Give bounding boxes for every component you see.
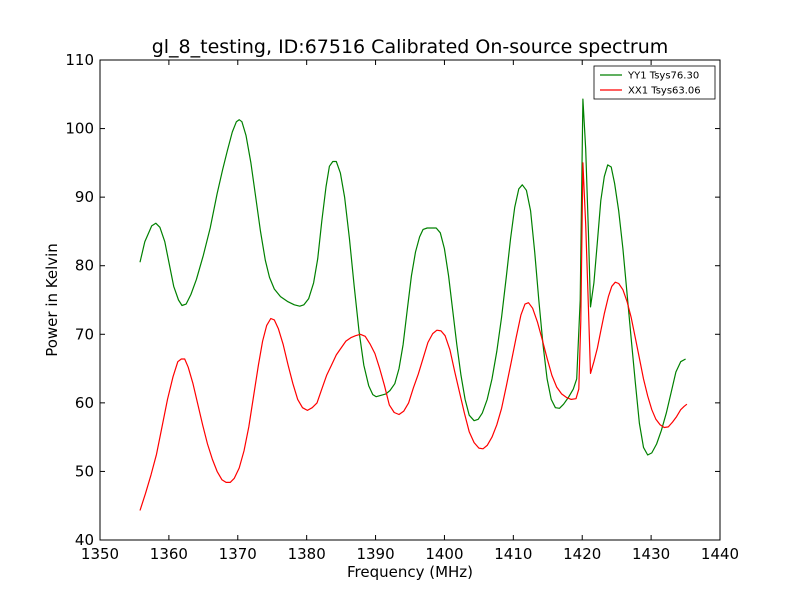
legend-label-xx1: XX1 Tsys63.06 — [628, 86, 701, 97]
x-tick-label: 1440 — [701, 545, 739, 563]
y-axis-ticks: 40 50 60 70 80 90 100 110 — [65, 51, 720, 549]
y-tick-label: 110 — [65, 51, 94, 69]
x-tick-label: 1370 — [219, 545, 257, 563]
legend-label-yy1: YY1 Tsys76.30 — [627, 71, 699, 82]
y-axis-label: Power in Kelvin — [43, 243, 61, 357]
series-layer — [139, 98, 688, 511]
chart-title: gl_8_testing, ID:67516 Calibrated On-sou… — [152, 36, 669, 58]
y-tick-label: 90 — [75, 188, 94, 206]
legend-box — [593, 65, 716, 100]
x-tick-label: 1430 — [632, 545, 670, 563]
x-tick-label: 1400 — [425, 545, 463, 563]
y-tick-label: 100 — [65, 120, 94, 138]
series-line-yy1 — [139, 98, 686, 456]
plot-frame — [99, 59, 721, 541]
x-tick-label: 1380 — [288, 545, 326, 563]
y-tick-label: 80 — [75, 257, 94, 275]
x-tick-label: 1360 — [150, 545, 188, 563]
x-axis-label: Frequency (MHz) — [347, 563, 473, 581]
legend: YY1 Tsys76.30 XX1 Tsys63.06 — [593, 65, 716, 100]
y-tick-label: 40 — [75, 531, 94, 549]
series-line-xx1 — [139, 162, 688, 511]
y-tick-label: 60 — [75, 394, 94, 412]
x-tick-label: 1410 — [494, 545, 532, 563]
y-tick-label: 50 — [75, 462, 94, 480]
plot-area — [100, 60, 720, 540]
x-tick-label: 1350 — [81, 545, 119, 563]
x-tick-label: 1420 — [563, 545, 601, 563]
x-axis-ticks: 1350 1360 1370 1380 1390 1400 1410 1420 1430 1440 — [81, 60, 739, 563]
x-tick-label: 1390 — [356, 545, 394, 563]
y-tick-label: 70 — [75, 325, 94, 343]
